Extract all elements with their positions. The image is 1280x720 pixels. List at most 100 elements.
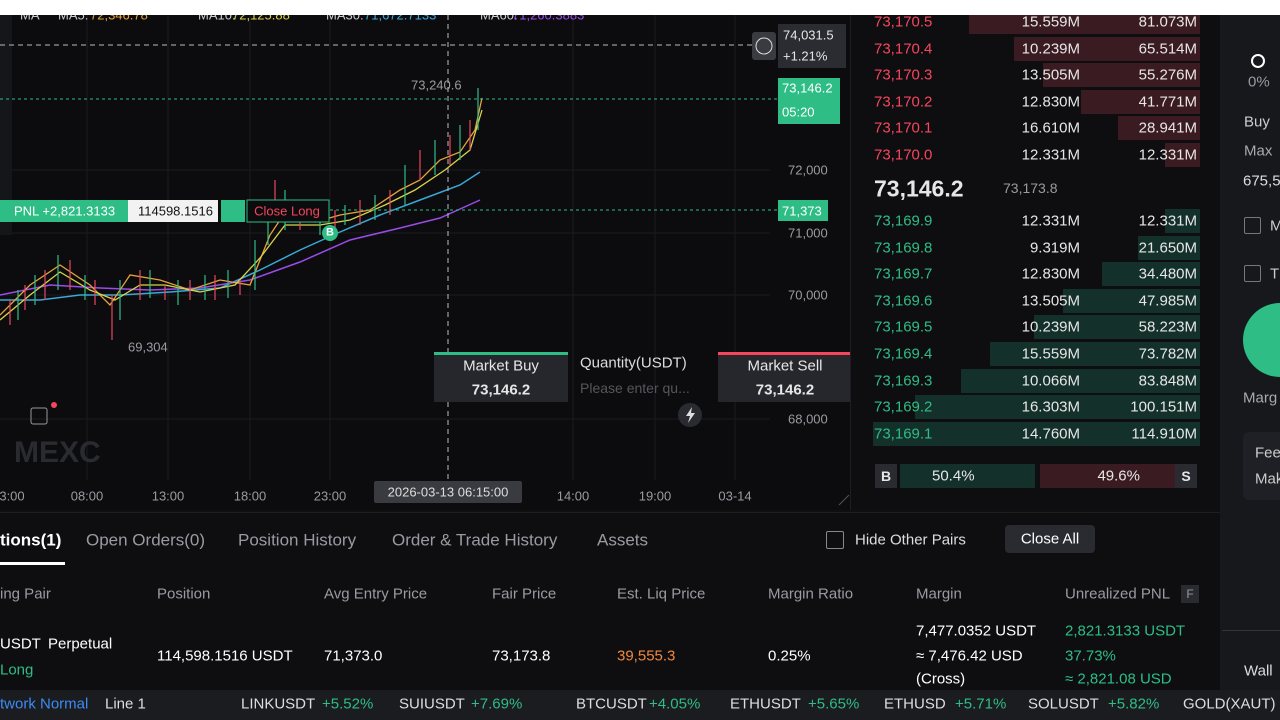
book-price: 73,170.5	[874, 13, 933, 31]
close-long-button[interactable]	[246, 199, 330, 223]
tab[interactable]: Order & Trade History	[392, 530, 558, 550]
book-price: 73,169.7	[874, 265, 933, 283]
buy-ratio-bar	[900, 464, 1035, 488]
slider-knob[interactable]	[1251, 54, 1265, 68]
position-fair: 73,173.8	[492, 647, 551, 665]
position-margin-ratio: 0.25%	[768, 647, 811, 665]
x-tick-label: 14:00	[556, 488, 590, 504]
position-pnl: 2,821.3133 USDT	[1065, 622, 1186, 640]
side-max_value: 675,5	[1243, 172, 1280, 190]
book-size: 16.610M	[1021, 119, 1080, 137]
book-size: 10.239M	[1021, 40, 1080, 58]
book-size: 13.505M	[1021, 66, 1080, 84]
book-size: 15.559M	[1021, 345, 1080, 363]
tab[interactable]: Assets	[597, 530, 649, 550]
side-divider	[1222, 630, 1280, 631]
book-size: 12.830M	[1021, 265, 1080, 283]
column-header: Margin	[916, 585, 962, 603]
countdown: 05:20	[782, 104, 815, 120]
position-pair: USDT	[0, 635, 41, 653]
book-total: 12.331M	[1138, 146, 1197, 164]
sell-tag: S	[1181, 468, 1191, 484]
hide-pairs-checkbox[interactable]	[826, 531, 844, 549]
book-size: 10.066M	[1021, 372, 1080, 390]
ticker-symbol[interactable]: LINKUSDT	[241, 695, 316, 713]
add-order-button[interactable]	[752, 32, 776, 60]
ticker-symbol[interactable]: GOLD(XAUT)	[1183, 695, 1276, 713]
depth-bar	[1117, 116, 1200, 141]
quantity-label[interactable]: Quantity(USDT)	[580, 354, 687, 372]
depth-bar	[1013, 36, 1200, 61]
reverse-button[interactable]	[221, 200, 245, 222]
position-position: 114,598.1516 USDT	[157, 647, 293, 665]
depth-bar	[873, 421, 1200, 446]
ticker-symbol[interactable]: SUIUSDT	[399, 695, 465, 713]
chart-bg	[0, 0, 850, 510]
market-sell-price: 73,146.2	[755, 381, 815, 399]
book-price: 73,169.2	[874, 398, 933, 416]
calendar-icon[interactable]	[30, 407, 48, 425]
crosshair-price: 74,031.5	[783, 27, 834, 43]
mark-price: 73,173.8	[1003, 180, 1058, 196]
column-header: Margin Ratio	[768, 585, 854, 603]
close-long[interactable]: Close Long	[254, 203, 320, 219]
buy-ratio: 50.4%	[932, 467, 975, 485]
close-all[interactable]: Close All	[1020, 530, 1080, 548]
book-total: 28.941M	[1138, 119, 1197, 137]
fee-box	[1243, 432, 1280, 500]
position-avg-entry: 71,373.0	[324, 647, 383, 665]
book-size: 12.830M	[1021, 93, 1080, 111]
ticker-symbol[interactable]: BTCUSDT	[576, 695, 647, 713]
x-tick-label: 08:00	[70, 488, 104, 504]
depth-bar	[1034, 315, 1200, 340]
market-sell-button[interactable]	[718, 352, 850, 402]
book-price: 73,169.6	[874, 292, 933, 310]
buy-marker-label: B	[326, 226, 334, 239]
market-buy-button[interactable]	[434, 352, 568, 402]
ticker-symbol[interactable]: SOLUSDT	[1028, 695, 1099, 713]
crosshair-time: 2026-03-13 06:15:00	[387, 484, 509, 500]
hide-other-pairs[interactable]: Hide Other Pairs	[855, 531, 966, 549]
tab[interactable]: Open Orders(0)	[86, 530, 206, 550]
book-total: 65.514M	[1138, 40, 1197, 58]
sell-tag-box	[1175, 464, 1197, 488]
ticker-change: +5.82%	[1108, 695, 1160, 713]
column-header: Position	[157, 585, 211, 603]
quantity-input[interactable]: Please enter qu...	[580, 380, 690, 396]
high-label: 73,240.6	[411, 77, 462, 93]
buy-tag: B	[880, 468, 892, 484]
tab[interactable]: Position History	[238, 530, 357, 550]
position-pnl-usd: ≈ 2,821.08 USD	[1065, 670, 1172, 688]
market-sell-label[interactable]: Market Sell	[747, 357, 823, 375]
book-size: 13.505M	[1021, 292, 1080, 310]
ticker-symbol[interactable]: ETHUSD	[884, 695, 946, 713]
side-buy: Buy	[1244, 113, 1270, 131]
close-all-button[interactable]	[1005, 525, 1095, 553]
column-header: Avg Entry Price	[324, 585, 428, 603]
line-select[interactable]: Line 1	[105, 695, 146, 713]
x-tick-label: 3:00	[0, 488, 25, 504]
x-tick-label: 23:00	[313, 488, 347, 504]
book-size: 14.760M	[1021, 425, 1080, 443]
book-total: 47.985M	[1138, 292, 1197, 310]
ticker-symbol[interactable]: ETHUSDT	[730, 695, 801, 713]
side-margin: Marg	[1243, 389, 1278, 407]
book-size: 10.239M	[1021, 318, 1080, 336]
checkbox-2[interactable]	[1244, 265, 1261, 282]
side-max: Max	[1244, 142, 1273, 160]
market-buy-price: 73,146.2	[471, 381, 531, 399]
tab[interactable]: tions(1)	[0, 530, 62, 550]
market-buy-label[interactable]: Market Buy	[463, 357, 539, 375]
last-price: 73,146.2	[782, 80, 833, 96]
depth-bar	[1063, 288, 1200, 313]
ma5-line	[0, 97, 483, 316]
pnl-label: PNL +2,821.3133	[14, 203, 116, 219]
checkbox-1[interactable]	[1244, 217, 1261, 234]
depth-bar	[1138, 235, 1200, 260]
column-header: ing Pair	[0, 585, 51, 603]
resize-handle	[838, 494, 850, 506]
crosshair-change: +1.21%	[783, 48, 828, 64]
kline-chart	[0, 0, 850, 510]
status-bar	[0, 690, 1280, 720]
ma30-line	[0, 171, 481, 301]
